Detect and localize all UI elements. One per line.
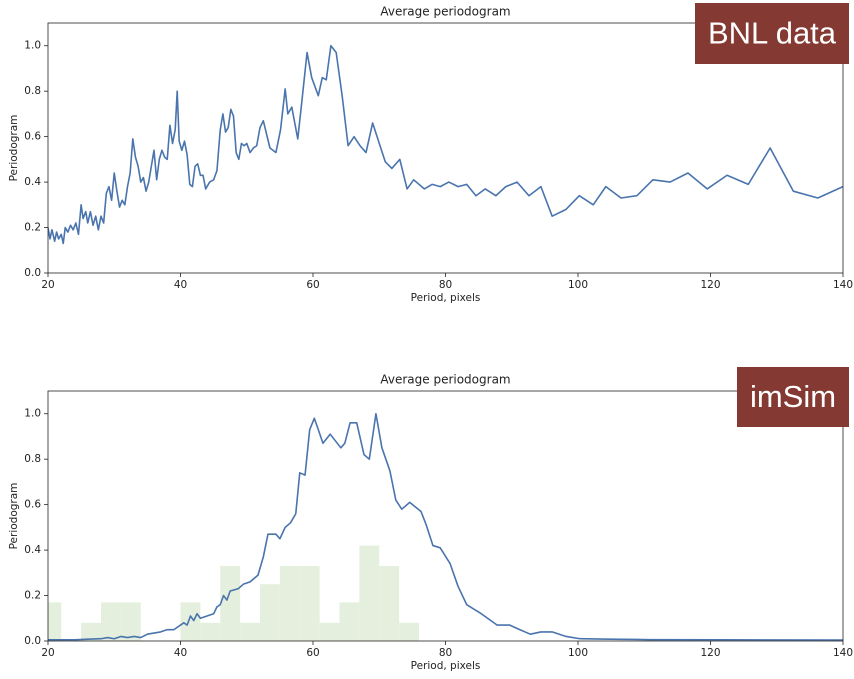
x-axis-label: Period, pixels — [411, 292, 481, 304]
x-tick-label: 80 — [439, 647, 452, 659]
y-axis-label: Periodogram — [8, 483, 20, 550]
x-tick-label: 120 — [700, 279, 720, 291]
histogram-bar — [101, 602, 121, 641]
annotation-box — [737, 367, 849, 427]
histogram-bar — [379, 566, 400, 641]
x-tick-label: 140 — [833, 279, 853, 291]
data-line — [48, 412, 843, 641]
x-tick-label: 40 — [174, 279, 187, 291]
x-tick-label: 60 — [306, 647, 319, 659]
histogram-bar — [359, 545, 380, 641]
y-tick-label: 0.6 — [24, 499, 41, 511]
histogram-bar — [180, 602, 201, 641]
x-axis-label: Period, pixels — [411, 660, 481, 672]
annotation: imSim — [750, 379, 836, 414]
x-tick-label: 120 — [700, 647, 720, 659]
y-tick-label: 0.4 — [24, 176, 41, 188]
y-axis-label: Periodogram — [8, 115, 20, 182]
y-tick-label: 1.0 — [24, 408, 41, 420]
y-tick-label: 0.2 — [24, 222, 41, 234]
histogram-bar — [319, 622, 340, 641]
histogram-bar — [120, 602, 141, 641]
histogram-bar — [339, 602, 360, 641]
y-tick-label: 0.2 — [24, 590, 41, 602]
y-tick-label: 1.0 — [24, 40, 41, 52]
histogram-bar — [299, 566, 320, 641]
histogram-bar — [279, 566, 300, 641]
y-tick-label: 0.8 — [24, 85, 41, 97]
plot-frame — [47, 390, 844, 642]
annotation: BNL data — [708, 16, 837, 51]
y-tick-label: 0.0 — [24, 267, 41, 279]
histogram-bar — [220, 566, 241, 641]
histogram-bar — [260, 584, 280, 641]
x-tick-label: 100 — [568, 647, 588, 659]
chart-panel: 0.0 0.2 0.4 0.6 0.8 1.0 20 40 60 80 100 120 140 Avera… — [8, 367, 853, 672]
annotation-box — [695, 3, 849, 64]
y-tick-label: 0.6 — [24, 131, 41, 143]
y-tick-label: 0.4 — [24, 544, 41, 556]
histogram-bar — [399, 622, 419, 641]
chart-title: Average periodogram — [380, 373, 510, 387]
y-tick-label: 0.0 — [24, 635, 41, 647]
y-tick-label: 0.8 — [24, 453, 41, 465]
plot-area — [48, 412, 843, 641]
histogram-bar — [81, 622, 101, 641]
x-tick-label: 140 — [833, 647, 853, 659]
x-tick-label: 60 — [306, 279, 319, 291]
data-line — [48, 44, 843, 245]
histogram-bar — [240, 622, 260, 641]
x-tick-label: 100 — [568, 279, 588, 291]
x-tick-label: 40 — [174, 647, 187, 659]
plot-area — [48, 44, 843, 245]
histogram-bar — [200, 622, 221, 641]
x-tick-label: 20 — [41, 647, 54, 659]
x-tick-label: 20 — [41, 279, 54, 291]
chart-title: Average periodogram — [380, 5, 510, 19]
x-tick-label: 80 — [439, 279, 452, 291]
chart-panel: 0.0 0.2 0.4 0.6 0.8 1.0 20 40 60 80 100 120 140 Avera… — [8, 3, 853, 304]
histogram-bar — [48, 602, 62, 641]
